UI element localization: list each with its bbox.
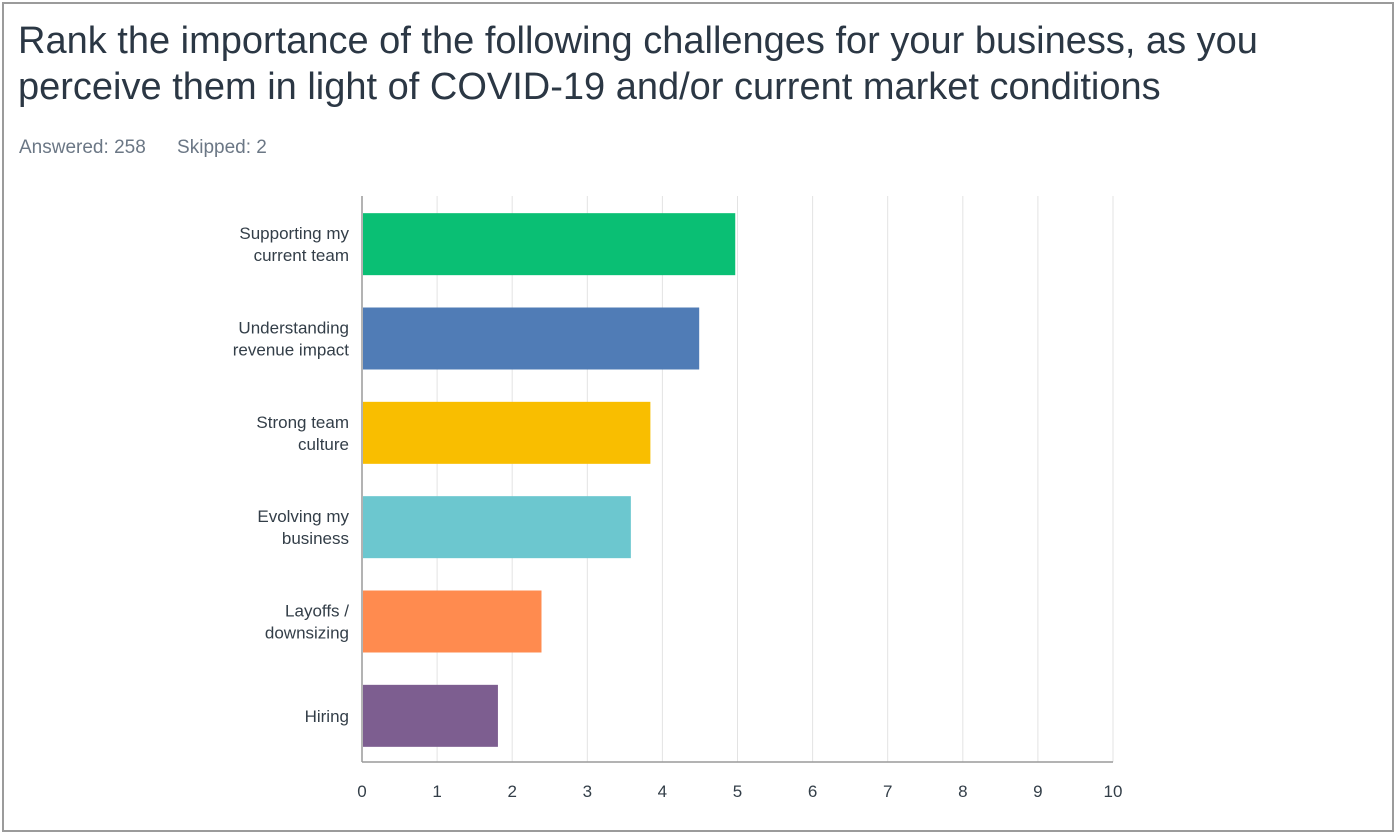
- x-tick-label: 5: [733, 782, 742, 801]
- category-label: Strong team: [256, 413, 349, 432]
- bar-3: [363, 401, 651, 464]
- bar-5: [363, 590, 542, 653]
- x-tick-label: 7: [883, 782, 892, 801]
- category-label: downsizing: [265, 624, 349, 643]
- x-tick-label: 8: [958, 782, 967, 801]
- x-tick-label: 2: [507, 782, 516, 801]
- category-label: business: [282, 529, 349, 548]
- category-label: Hiring: [305, 707, 349, 726]
- x-tick-label: 4: [658, 782, 667, 801]
- bar-4: [363, 496, 631, 559]
- skipped-count: 2: [256, 137, 267, 158]
- bar-2: [363, 307, 700, 370]
- category-label: Understanding: [238, 319, 349, 338]
- x-tick-label: 9: [1033, 782, 1042, 801]
- answered-count: 258: [114, 137, 146, 158]
- x-tick-label: 6: [808, 782, 817, 801]
- x-tick-label: 10: [1104, 782, 1123, 801]
- x-tick-label: 3: [583, 782, 592, 801]
- x-tick-label: 1: [432, 782, 441, 801]
- category-label: Evolving my: [257, 507, 349, 526]
- response-summary: Answered: 258 Skipped: 2: [19, 136, 267, 160]
- question-title: Rank the importance of the following cha…: [18, 20, 1258, 108]
- bar-1: [363, 213, 736, 276]
- skipped-label: Skipped:: [177, 137, 251, 158]
- x-tick-label: 0: [357, 782, 366, 801]
- category-label: Layoffs /: [285, 602, 349, 621]
- bar-6: [363, 684, 498, 747]
- category-label: current team: [254, 246, 349, 265]
- category-label: culture: [298, 435, 349, 454]
- category-label: revenue impact: [233, 341, 350, 360]
- answered-label: Answered:: [19, 137, 109, 158]
- category-label: Supporting my: [239, 224, 349, 243]
